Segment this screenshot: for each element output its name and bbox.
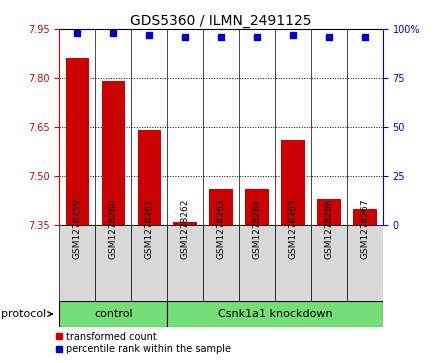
Point — [361, 34, 368, 40]
Text: GSM1278263: GSM1278263 — [216, 199, 226, 259]
Point — [74, 30, 81, 36]
Point — [326, 34, 333, 40]
Point — [146, 32, 153, 38]
Point — [182, 34, 189, 40]
Text: GSM1278259: GSM1278259 — [73, 199, 82, 259]
Bar — [246, 189, 269, 225]
Point — [253, 34, 260, 40]
Legend: transformed count, percentile rank within the sample: transformed count, percentile rank withi… — [55, 331, 231, 355]
Bar — [173, 222, 197, 225]
Bar — [281, 140, 304, 225]
Text: GSM1278265: GSM1278265 — [289, 199, 297, 259]
Bar — [347, 225, 383, 301]
Text: GSM1278266: GSM1278266 — [324, 199, 334, 259]
Bar — [102, 81, 125, 225]
Bar — [59, 225, 95, 301]
Bar — [59, 301, 167, 327]
Point — [218, 34, 225, 40]
Bar — [167, 301, 383, 327]
Bar — [203, 225, 239, 301]
Bar — [239, 225, 275, 301]
Text: GSM1278267: GSM1278267 — [360, 199, 369, 259]
Bar — [138, 130, 161, 225]
Text: GSM1278264: GSM1278264 — [253, 199, 261, 259]
Bar — [311, 225, 347, 301]
Bar — [317, 199, 341, 225]
Bar — [167, 225, 203, 301]
Text: protocol: protocol — [1, 309, 52, 319]
Text: GSM1278260: GSM1278260 — [109, 199, 118, 259]
Text: Csnk1a1 knockdown: Csnk1a1 knockdown — [218, 309, 332, 319]
Bar — [209, 189, 233, 225]
Point — [290, 32, 297, 38]
Text: control: control — [94, 309, 132, 319]
Bar — [275, 225, 311, 301]
Bar — [131, 225, 167, 301]
Point — [110, 30, 117, 36]
Bar — [95, 225, 131, 301]
Title: GDS5360 / ILMN_2491125: GDS5360 / ILMN_2491125 — [130, 14, 312, 28]
Bar — [66, 58, 89, 225]
Bar — [353, 209, 377, 225]
Text: GSM1278261: GSM1278261 — [145, 199, 154, 259]
Text: GSM1278262: GSM1278262 — [181, 199, 190, 259]
